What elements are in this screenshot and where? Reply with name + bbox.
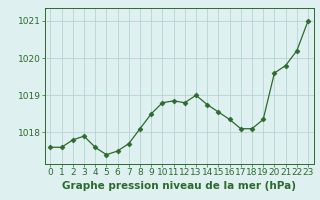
X-axis label: Graphe pression niveau de la mer (hPa): Graphe pression niveau de la mer (hPa) [62, 181, 296, 191]
